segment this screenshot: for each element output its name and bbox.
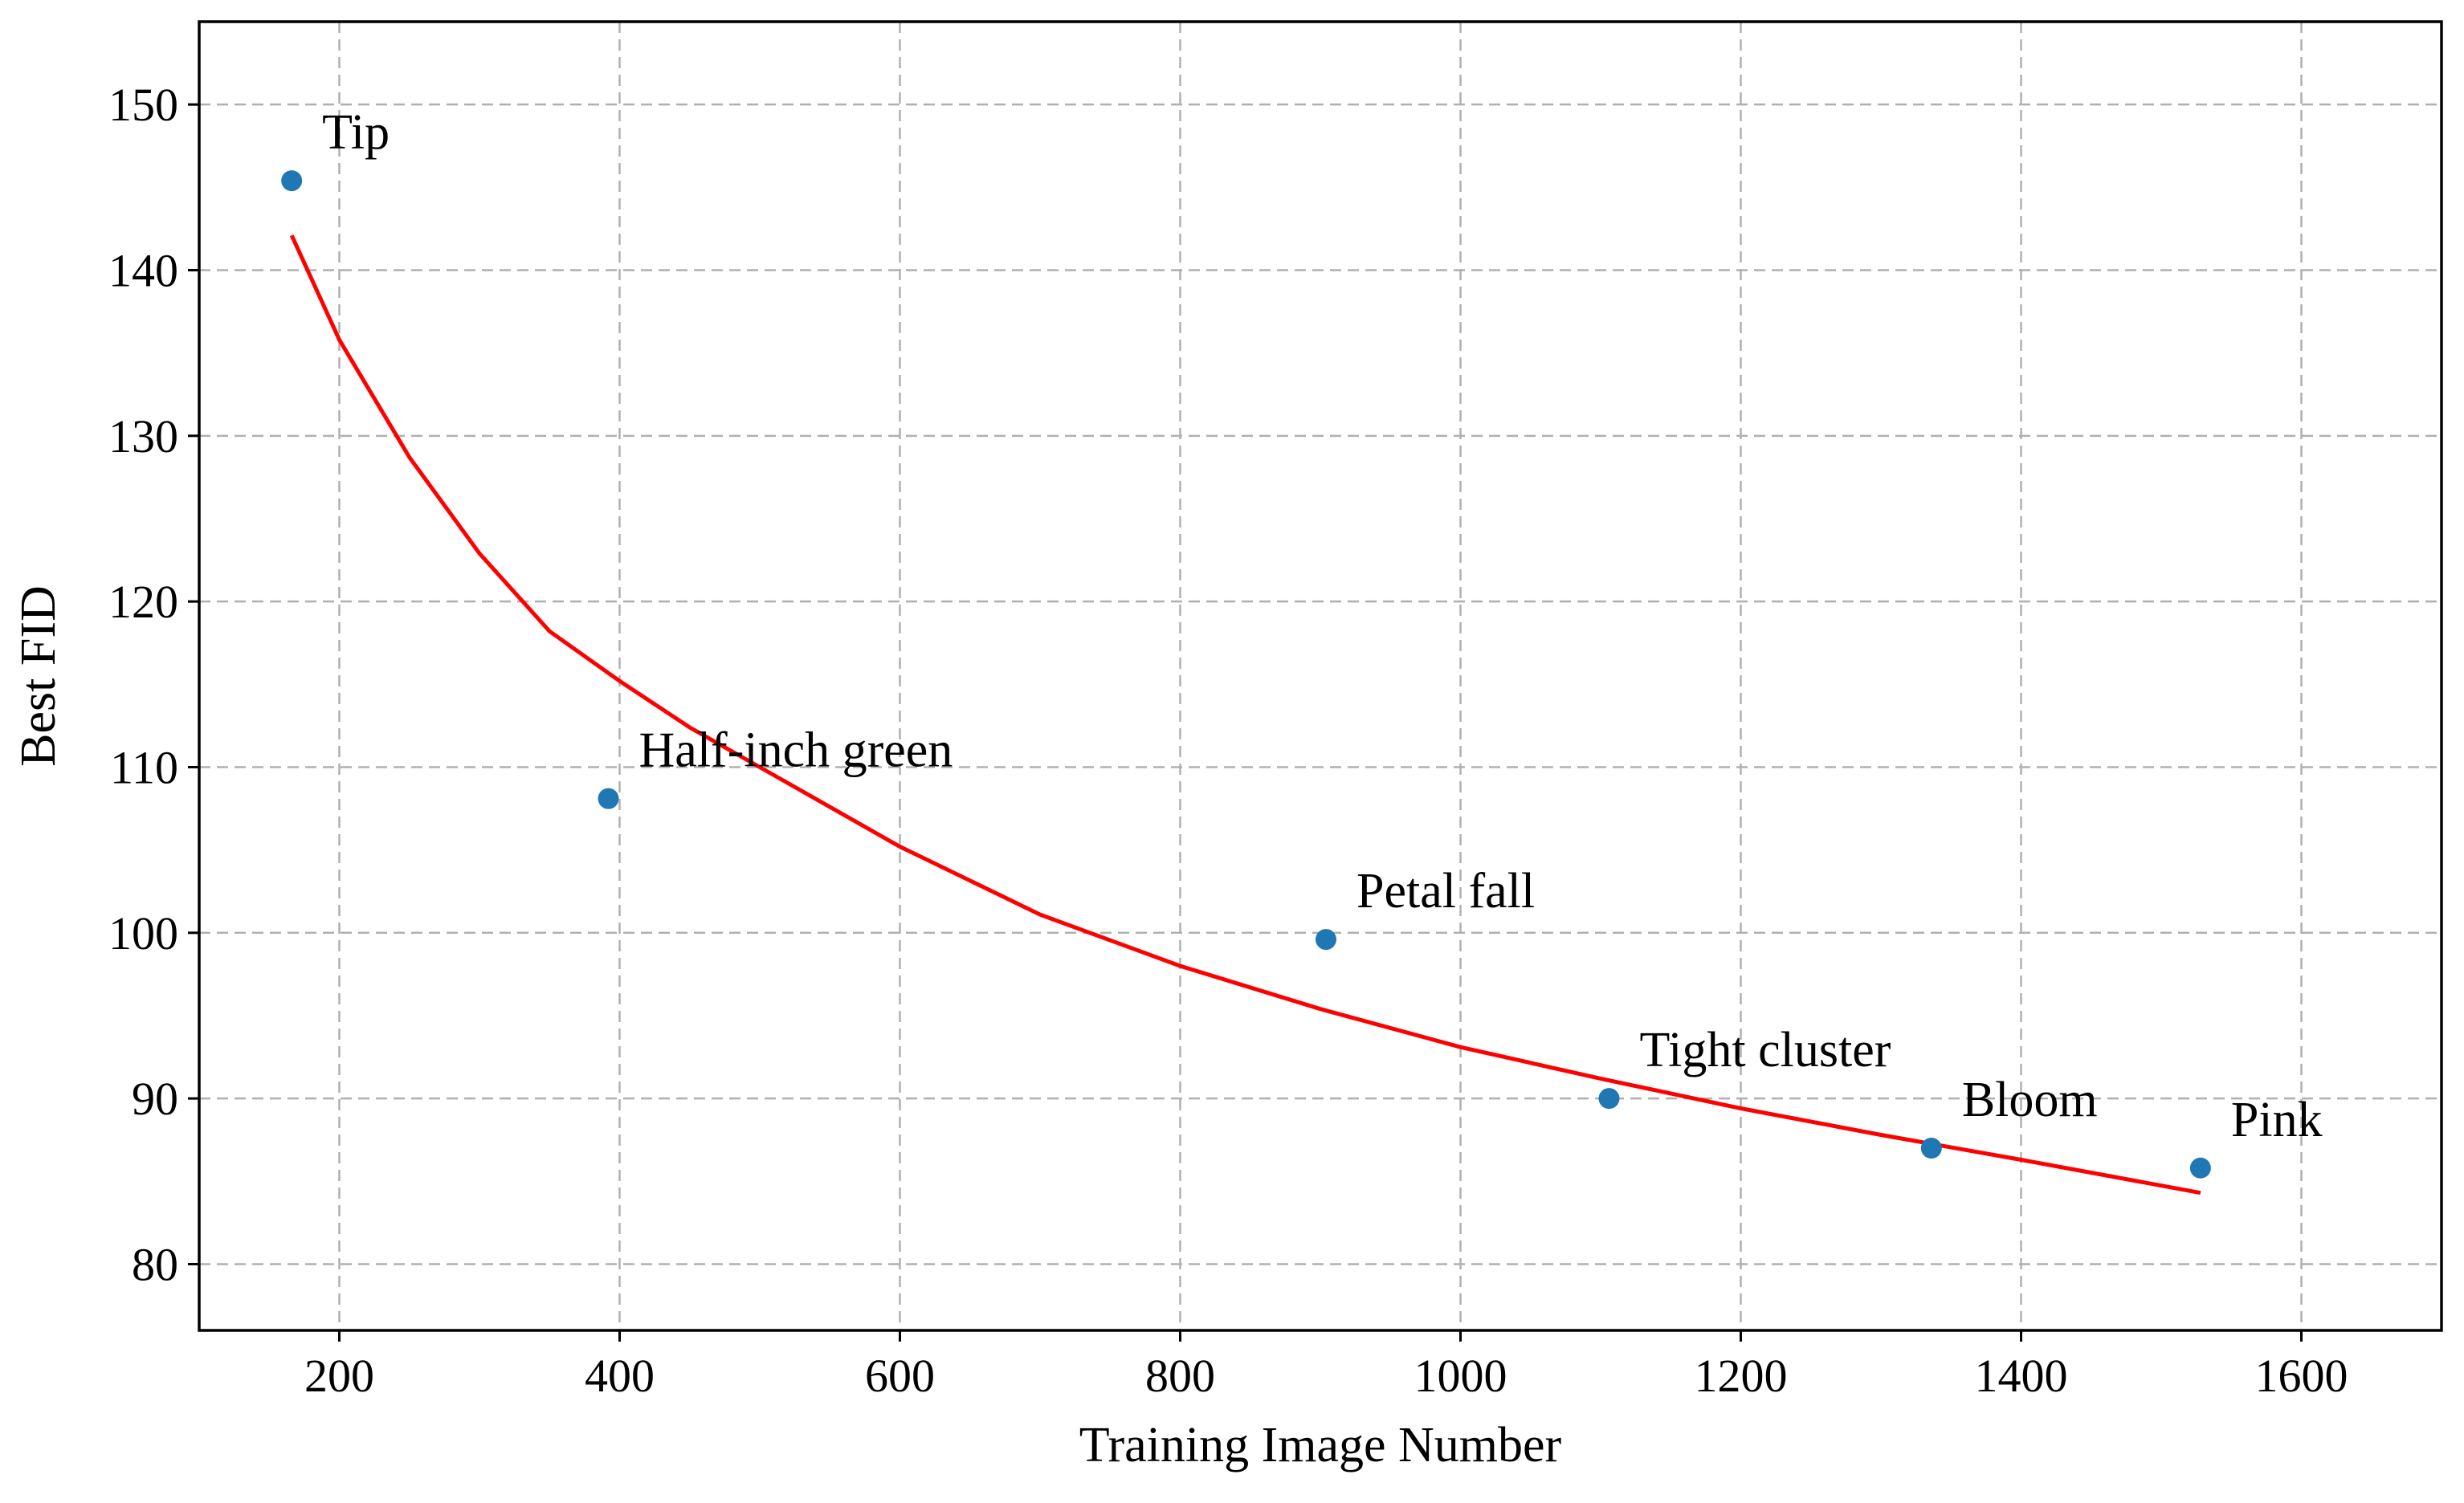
x-tick-label: 400 (585, 1350, 655, 1402)
data-point (1315, 929, 1336, 951)
y-tick-label: 100 (108, 907, 178, 959)
data-point (1598, 1088, 1620, 1110)
point-annotations: Tip Half-inch green Petal fall Tight cluste… (322, 105, 2322, 1147)
y-tick-label: 120 (108, 576, 178, 628)
point-label: Half-inch green (639, 723, 953, 778)
data-point (1920, 1138, 1942, 1159)
y-tick-label: 150 (108, 79, 178, 131)
x-tick-label: 800 (1145, 1350, 1215, 1402)
point-label: Tight cluster (1639, 1023, 1891, 1077)
x-tick-label: 1000 (1414, 1350, 1507, 1402)
x-tick-label: 600 (865, 1350, 935, 1402)
y-axis-label: Best FID (11, 585, 66, 767)
y-tick-label: 140 (108, 244, 178, 296)
data-point (281, 170, 303, 192)
y-tick-label: 90 (132, 1073, 178, 1125)
x-axis-ticks: 200 400 600 800 1000 1200 1400 1600 (304, 1330, 2348, 1402)
x-tick-label: 1200 (1695, 1350, 1788, 1402)
point-label: Bloom (1962, 1073, 2098, 1127)
y-tick-label: 130 (108, 410, 178, 462)
point-label: Tip (322, 105, 390, 160)
point-label: Pink (2231, 1093, 2323, 1147)
data-point (598, 788, 619, 809)
x-tick-label: 1400 (1975, 1350, 2068, 1402)
plot-frame (198, 20, 2443, 1332)
data-points (281, 170, 2211, 1179)
grid-lines (199, 22, 2442, 1330)
y-axis-ticks: 80 90 100 110 120 130 140 150 (108, 79, 199, 1290)
y-tick-label: 110 (110, 741, 178, 793)
data-point (2189, 1157, 2211, 1179)
x-axis-label: Training Image Number (1079, 1418, 1562, 1472)
fit-curve (289, 234, 2201, 1195)
x-tick-label: 1600 (2255, 1350, 2348, 1402)
point-label: Petal fall (1356, 864, 1535, 918)
y-tick-label: 80 (132, 1238, 178, 1290)
x-tick-label: 200 (304, 1350, 374, 1402)
